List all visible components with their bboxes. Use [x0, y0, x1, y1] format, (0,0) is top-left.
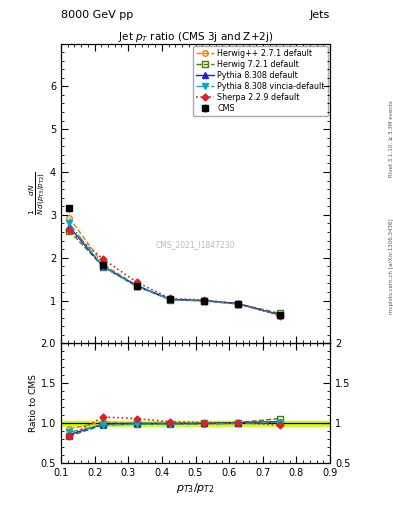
Herwig++ 2.7.1 default — [67, 215, 72, 221]
Herwig 7.2.1 default — [277, 310, 282, 316]
Text: mcplots.cern.ch [arXiv:1306.3436]: mcplots.cern.ch [arXiv:1306.3436] — [389, 219, 393, 314]
Pythia 8.308 default — [67, 224, 72, 230]
Pythia 8.308 default — [235, 301, 240, 307]
Text: 8000 GeV pp: 8000 GeV pp — [61, 10, 133, 20]
Line: Herwig++ 2.7.1 default: Herwig++ 2.7.1 default — [66, 215, 283, 317]
Y-axis label: Ratio to CMS: Ratio to CMS — [29, 374, 38, 432]
Legend: Herwig++ 2.7.1 default, Herwig 7.2.1 default, Pythia 8.308 default, Pythia 8.308: Herwig++ 2.7.1 default, Herwig 7.2.1 def… — [193, 46, 328, 116]
Pythia 8.308 default — [202, 297, 206, 304]
Sherpa 2.2.9 default — [101, 256, 105, 262]
Pythia 8.308 vincia-default — [235, 301, 240, 307]
Line: Pythia 8.308 default: Pythia 8.308 default — [66, 224, 283, 317]
Herwig 7.2.1 default — [202, 297, 206, 304]
Text: CMS_2021_I1847230: CMS_2021_I1847230 — [156, 240, 235, 249]
Herwig 7.2.1 default — [134, 283, 139, 289]
Sherpa 2.2.9 default — [134, 279, 139, 285]
Herwig 7.2.1 default — [101, 264, 105, 270]
Pythia 8.308 default — [134, 283, 139, 289]
Herwig++ 2.7.1 default — [202, 298, 206, 304]
Text: Rivet 3.1.10, ≥ 3.3M events: Rivet 3.1.10, ≥ 3.3M events — [389, 100, 393, 177]
Herwig++ 2.7.1 default — [134, 283, 139, 289]
Pythia 8.308 default — [168, 296, 173, 303]
Herwig 7.2.1 default — [235, 301, 240, 307]
Herwig++ 2.7.1 default — [235, 301, 240, 307]
Sherpa 2.2.9 default — [277, 312, 282, 318]
Pythia 8.308 vincia-default — [168, 296, 173, 303]
Text: Jets: Jets — [310, 10, 330, 20]
Pythia 8.308 vincia-default — [277, 312, 282, 318]
Pythia 8.308 vincia-default — [67, 220, 72, 226]
Pythia 8.308 vincia-default — [202, 298, 206, 304]
X-axis label: $p_{T3}/p_{T2}$: $p_{T3}/p_{T2}$ — [176, 481, 215, 495]
Herwig++ 2.7.1 default — [101, 261, 105, 267]
Sherpa 2.2.9 default — [235, 301, 240, 307]
Herwig++ 2.7.1 default — [168, 296, 173, 303]
Y-axis label: $\frac{1}{N}\frac{dN}{d(p_{T3}/p_{T2})}$: $\frac{1}{N}\frac{dN}{d(p_{T3}/p_{T2})}$ — [28, 172, 48, 216]
Sherpa 2.2.9 default — [67, 227, 72, 233]
Title: Jet $p_{T}$ ratio (CMS 3j and Z+2j): Jet $p_{T}$ ratio (CMS 3j and Z+2j) — [118, 30, 273, 44]
Herwig 7.2.1 default — [168, 296, 173, 303]
Line: Sherpa 2.2.9 default: Sherpa 2.2.9 default — [67, 227, 282, 318]
Bar — [61, 421, 330, 426]
Pythia 8.308 vincia-default — [101, 264, 105, 270]
Sherpa 2.2.9 default — [168, 295, 173, 302]
Sherpa 2.2.9 default — [202, 297, 206, 303]
Pythia 8.308 default — [101, 263, 105, 269]
Line: Pythia 8.308 vincia-default: Pythia 8.308 vincia-default — [66, 221, 283, 317]
Pythia 8.308 default — [277, 312, 282, 318]
Herwig 7.2.1 default — [67, 228, 72, 234]
Line: Herwig 7.2.1 default: Herwig 7.2.1 default — [66, 228, 283, 316]
Herwig++ 2.7.1 default — [277, 312, 282, 318]
Pythia 8.308 vincia-default — [134, 283, 139, 289]
